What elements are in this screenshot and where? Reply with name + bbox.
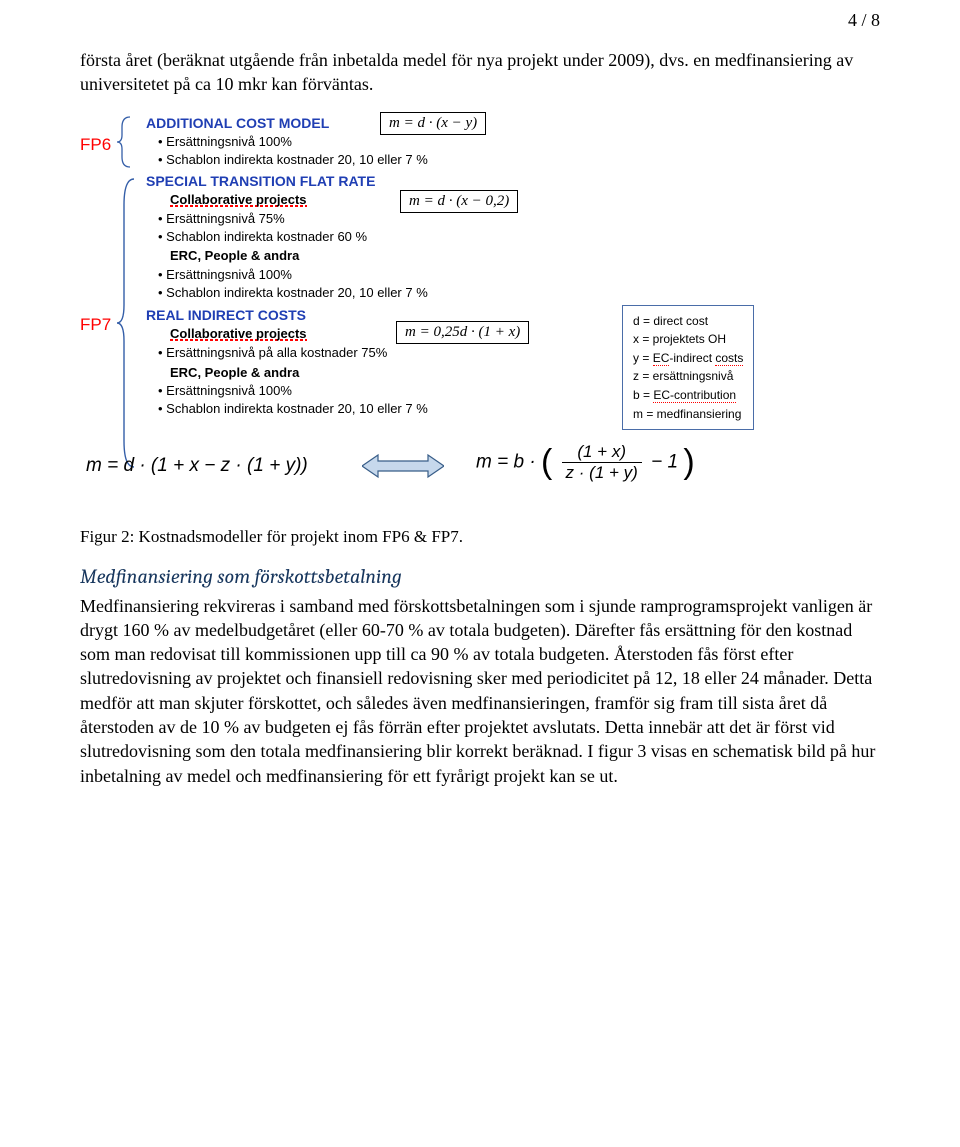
legend-y: y = EC-indirect costs (633, 349, 743, 368)
section-body-paragraph: Medfinansiering rekvireras i samband med… (80, 594, 880, 788)
intro-paragraph: första året (beräknat utgående från inbe… (80, 48, 880, 97)
ric-cp-bullet-1: • Ersättningsnivå på alla kostnader 75% (158, 345, 387, 360)
legend-z: z = ersättningsnivå (633, 367, 743, 386)
stfr-cp-title-text: Collaborative projects (170, 192, 307, 207)
ric-cp-bullet-1-text: Ersättningsnivå på alla kostnader 75% (166, 345, 387, 360)
stfr-cp-title: Collaborative projects (170, 192, 307, 207)
figure-caption: Figur 2: Kostnadsmodeller för projekt in… (80, 527, 880, 547)
stfr-cp-bullet-1: • Ersättningsnivå 75% (158, 211, 285, 226)
acm-bullet-1-text: Ersättningsnivå 100% (166, 134, 292, 149)
fp6-brace-icon (116, 115, 136, 169)
stfr-erc-bullet-1-text: Ersättningsnivå 100% (166, 267, 292, 282)
formula-right-prefix: m = b · (476, 451, 541, 472)
ric-erc-bullet-2: • Schablon indirekta kostnader 20, 10 el… (158, 401, 428, 416)
formula-right-den: z · (1 + y) (562, 463, 642, 482)
ric-title: REAL INDIRECT COSTS (146, 307, 306, 323)
cost-model-diagram: FP6 ADDITIONAL COST MODEL • Ersättningsn… (80, 115, 880, 505)
acm-bullet-2: • Schablon indirekta kostnader 20, 10 el… (158, 152, 428, 167)
ric-erc-title-text: ERC, People & andra (170, 365, 299, 380)
ric-erc-bullet-1-text: Ersättningsnivå 100% (166, 383, 292, 398)
ric-cp-title: Collaborative projects (170, 326, 307, 341)
stfr-cp-bullet-2-text: Schablon indirekta kostnader 60 % (166, 229, 367, 244)
legend-box: d = direct cost x = projektets OH y = EC… (622, 305, 754, 431)
acm-bullet-1: • Ersättningsnivå 100% (158, 134, 292, 149)
fp6-label: FP6 (80, 135, 111, 155)
stfr-cp-formula: m = d · (x − 0,2) (400, 190, 518, 213)
formula-right-suffix: − 1 (651, 451, 678, 472)
acm-formula: m = d · (x − y) (380, 112, 486, 135)
formula-left: m = d · (1 + x − z · (1 + y)) (86, 455, 308, 477)
ric-erc-title: ERC, People & andra (170, 365, 299, 380)
stfr-erc-bullet-2: • Schablon indirekta kostnader 20, 10 el… (158, 285, 428, 300)
ric-erc-bullet-1: • Ersättningsnivå 100% (158, 383, 292, 398)
stfr-title: SPECIAL TRANSITION FLAT RATE (146, 173, 375, 189)
ric-cp-formula: m = 0,25d · (1 + x) (396, 321, 529, 344)
fp7-brace-icon (116, 175, 140, 471)
document-page: 4 / 8 första året (beräknat utgående frå… (0, 0, 960, 818)
ric-cp-title-text: Collaborative projects (170, 326, 307, 341)
fp7-label: FP7 (80, 315, 111, 335)
acm-title: ADDITIONAL COST MODEL (146, 115, 329, 131)
legend-b: b = EC-contribution (633, 386, 743, 405)
stfr-erc-title-text: ERC, People & andra (170, 248, 299, 263)
ric-erc-bullet-2-text: Schablon indirekta kostnader 20, 10 elle… (166, 401, 428, 416)
formula-right-num: (1 + x) (562, 443, 642, 463)
section-heading: Medfinansiering som förskottsbetalning (80, 565, 880, 588)
stfr-cp-bullet-2: • Schablon indirekta kostnader 60 % (158, 229, 367, 244)
legend-m: m = medfinansiering (633, 405, 743, 424)
page-number: 4 / 8 (848, 10, 880, 31)
double-arrow-icon (362, 453, 444, 479)
stfr-cp-bullet-1-text: Ersättningsnivå 75% (166, 211, 285, 226)
stfr-erc-title: ERC, People & andra (170, 248, 299, 263)
acm-bullet-2-text: Schablon indirekta kostnader 20, 10 elle… (166, 152, 428, 167)
legend-x: x = projektets OH (633, 330, 743, 349)
formula-right: m = b · ( (1 + x) z · (1 + y) − 1 ) (476, 443, 695, 482)
stfr-erc-bullet-1: • Ersättningsnivå 100% (158, 267, 292, 282)
legend-d: d = direct cost (633, 312, 743, 331)
stfr-erc-bullet-2-text: Schablon indirekta kostnader 20, 10 elle… (166, 285, 428, 300)
